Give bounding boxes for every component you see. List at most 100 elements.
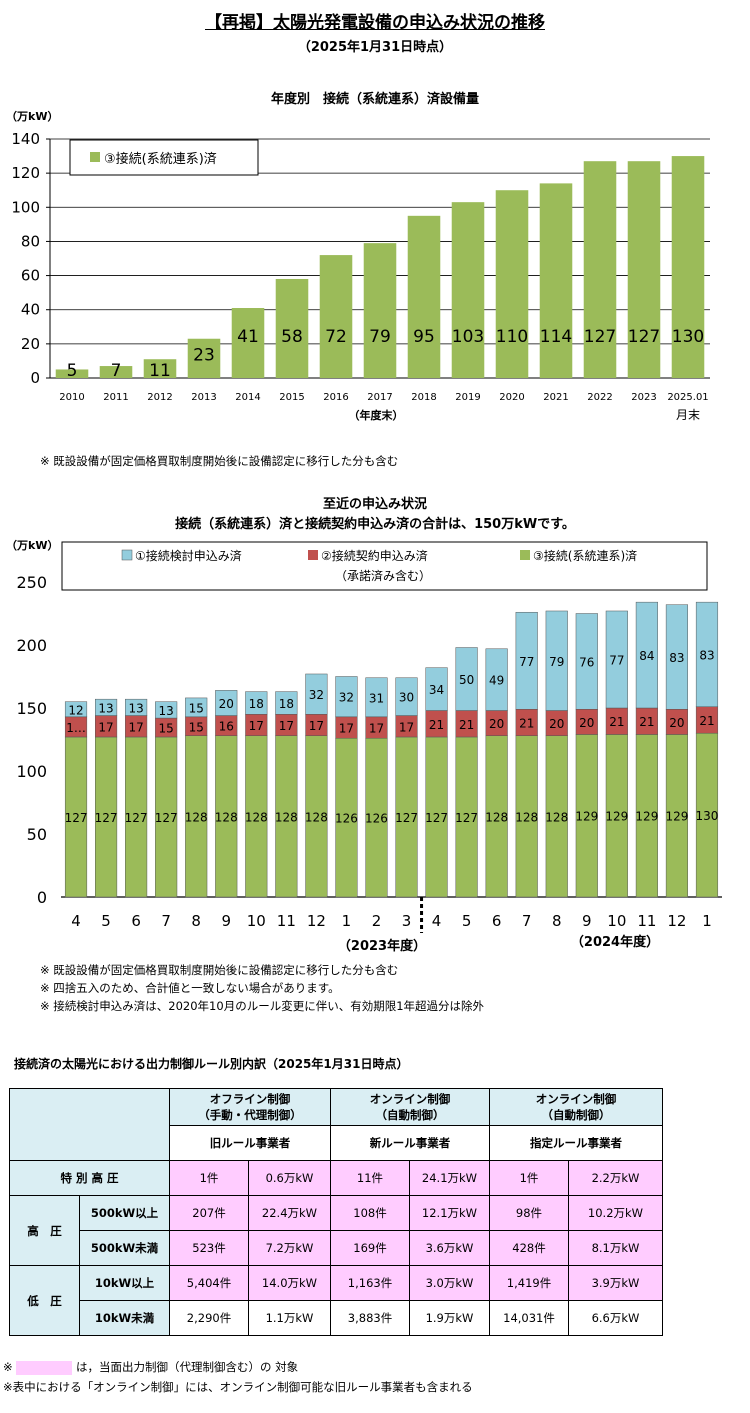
table-cell: 207件 (169, 1195, 249, 1231)
data-label: 127 (425, 811, 448, 825)
table-cell: 2,290件 (169, 1300, 249, 1336)
data-label: 49 (489, 674, 504, 688)
chart2-note-1: ※ 既設設備が固定価格買取制度開始後に設備認定に移行した分も含む (40, 963, 399, 977)
data-label: 13 (128, 701, 143, 715)
col-header-line1: オンライン制御 (535, 1092, 617, 1106)
table-cell: 523件 (169, 1230, 249, 1266)
chart1-plot: 0 20 40 60 80 100 120 140 5 2010 7 2011 11 2012 23 2013… (11, 130, 710, 422)
bar (99, 366, 133, 378)
table-cell: 8.1万kW (568, 1230, 663, 1266)
data-label: 41 (237, 327, 259, 347)
data-label: 21 (639, 715, 654, 729)
data-label: 129 (635, 810, 658, 824)
data-label: 30 (399, 691, 414, 705)
table-cell: 1件 (169, 1160, 249, 1196)
data-label: 5 (67, 361, 78, 381)
legend-label: （承諾済み含む） (335, 568, 431, 583)
table-cell: 169件 (330, 1230, 410, 1266)
data-label: 32 (339, 691, 354, 705)
data-label: 17 (279, 719, 294, 733)
bar (319, 255, 353, 378)
legend-label: ③接続(系統連系)済 (104, 151, 217, 167)
table-cell: 1,419件 (489, 1265, 569, 1301)
stacked-bar-segment (64, 701, 88, 718)
table-cell: 10.2万kW (568, 1195, 663, 1231)
table-header-row: オフライン制御 （手動・代理制御） オンライン制御 （自動制御） オンライン制御… (9, 1088, 663, 1161)
subheader-old-rule: 旧ルール事業者 (169, 1125, 331, 1161)
table-note-2: ※表中における「オンライン制御」には、オンライン制御可能な旧ルール事業者も含まれ… (3, 1380, 473, 1394)
legend-swatch (121, 549, 133, 561)
x-tick-label: 6 (131, 912, 141, 930)
stacked-bar-segment (665, 604, 688, 710)
row-label: 10kW未満 (79, 1300, 170, 1336)
data-label: 13 (159, 704, 174, 718)
bar (55, 369, 89, 378)
data-label: 77 (519, 655, 534, 669)
bar (187, 338, 221, 378)
legend-swatch (520, 550, 530, 560)
table-row-high-500-plus: 高 圧 500kW以上 207件 22.4万kW 108件 12.1万kW 98… (9, 1195, 663, 1266)
table-note-1: ※ は，当面出力制御（代理制御含む）の 対象 (3, 1359, 298, 1375)
x-tick-label: 4 (432, 912, 442, 930)
as-of-date: （2025年1月31日時点） (297, 40, 453, 55)
table-cell: 3.6万kW (409, 1230, 490, 1266)
data-label: 127 (155, 811, 178, 825)
bar (495, 190, 529, 378)
data-label: 127 (95, 811, 118, 825)
output-control-table: オフライン制御 （手動・代理制御） オンライン制御 （自動制御） オンライン制御… (9, 1088, 663, 1336)
group-label-high: 高 圧 (9, 1195, 80, 1266)
stacked-bar-segment (425, 667, 448, 711)
legend-label: ②接続契約申込み済 (321, 548, 428, 563)
data-label: 21 (429, 718, 444, 732)
data-label: 1… (66, 721, 86, 735)
chart2-title-line1: 至近の申込み状況 (322, 497, 427, 512)
bar (627, 161, 661, 378)
table-title: 接続済の太陽光における出力制御ルール別内訳（2025年1月31日時点） (14, 1057, 409, 1071)
data-label: 128 (215, 810, 238, 824)
stacked-bar-segment (635, 601, 658, 709)
x-tick-label: 1 (342, 912, 352, 930)
table-cell: 1,163件 (330, 1265, 410, 1301)
y-tick-label: 0 (30, 369, 40, 387)
data-label: 129 (575, 810, 598, 824)
data-label: 103 (452, 327, 484, 347)
x-tick-label: 2019 (455, 392, 480, 403)
x-tick-label: 12 (667, 912, 686, 930)
x-tick-label: 2012 (147, 392, 172, 403)
data-label: 79 (369, 327, 391, 347)
stacked-bar-segment (395, 677, 418, 716)
data-label: 110 (496, 327, 528, 347)
x-tick-label: 2023 (631, 392, 656, 403)
table-cell: 3,883件 (330, 1300, 410, 1336)
table-cell: 7.2万kW (248, 1230, 331, 1266)
data-label: 18 (249, 697, 264, 711)
data-label: 17 (249, 719, 264, 733)
table-cell: 3.9万kW (568, 1265, 663, 1301)
x-tick-label: 2014 (235, 392, 260, 403)
chart2-title-line2: 接続（系統連系）済と接続契約申込み済の合計は、150万kWです。 (175, 517, 575, 532)
stacked-bar-segment (485, 648, 508, 711)
x-tick-label: 2018 (411, 392, 436, 403)
x-tick-label: 1 (702, 912, 712, 930)
stacked-bar-segment (455, 647, 478, 711)
table-note-1-text: は，当面出力制御（代理制御含む）の 対象 (75, 1360, 299, 1374)
table-cell: 98件 (489, 1195, 569, 1231)
stacked-bar-segment (605, 610, 628, 709)
chart1-note: ※ 既設設備が固定価格買取制度開始後に設備認定に移行した分も含む (40, 454, 399, 468)
table-row-low-10-plus: 低 圧 10kW以上 5,404件 14.0万kW 1,163件 3.0万kW … (9, 1265, 663, 1336)
y-tick-label: 40 (21, 301, 40, 319)
stacked-bar-segment (515, 611, 538, 710)
x-tick-label: 3 (402, 912, 412, 930)
data-label: 130 (672, 327, 704, 347)
group-label-extra-high: 特 別 高 圧 (9, 1160, 170, 1196)
table-cell: 6.6万kW (568, 1300, 663, 1336)
data-label: 128 (275, 810, 298, 824)
data-label: 15 (189, 720, 204, 734)
data-label: 17 (369, 722, 384, 736)
bar (583, 161, 617, 378)
y-tick-label: 100 (11, 198, 40, 216)
stacked-bar-segment (215, 690, 238, 716)
data-label: 127 (65, 811, 88, 825)
fy-label-2024: （2024年度） (571, 934, 659, 950)
data-label: 127 (455, 811, 478, 825)
